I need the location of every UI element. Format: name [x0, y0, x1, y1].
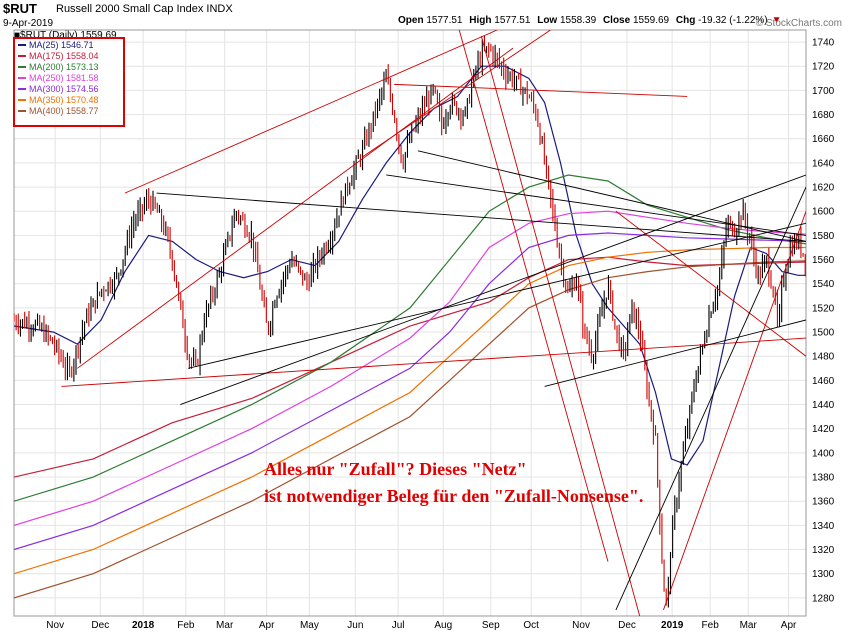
x-tick-label: 2019 [661, 620, 684, 631]
y-tick-label: 1500 [812, 328, 835, 339]
trendline [77, 47, 514, 369]
plot-border [13, 29, 807, 617]
legend-item: MA(300) 1574.56 [18, 83, 123, 94]
legend-swatch [18, 43, 26, 46]
chart-date: 9-Apr-2019 [3, 18, 54, 29]
plot-area [14, 30, 806, 616]
x-tick-label: Dec [618, 620, 636, 631]
y-tick-label: 1640 [812, 158, 835, 169]
x-tick-label: Nov [572, 620, 590, 631]
trendline [544, 319, 806, 387]
x-tick-label: May [300, 620, 319, 631]
y-tick-label: 1600 [812, 207, 835, 218]
ma-line-ma350 [14, 246, 806, 575]
y-tick-label: 1620 [812, 183, 835, 194]
x-tick-label: Jul [392, 620, 405, 631]
legend-label: MA(250) 1581.58 [29, 72, 99, 83]
legend-label: MA(200) 1573.13 [29, 61, 99, 72]
x-tick-label: Feb [177, 620, 195, 631]
trendline [480, 35, 641, 616]
legend-label: MA(350) 1570.48 [29, 94, 99, 105]
chart-header: $RUT Russell 2000 Small Cap Index INDX 9… [0, 0, 850, 30]
y-tick-label: 1560 [812, 255, 835, 266]
x-tick-label: Apr [259, 620, 275, 631]
x-tick-label: Nov [46, 620, 64, 631]
ma-line-ma200 [14, 174, 806, 502]
legend-label: MA(25) 1546.71 [29, 39, 94, 50]
legend-swatch [18, 87, 26, 90]
x-tick-label: Jun [347, 620, 363, 631]
legend-item: MA(250) 1581.58 [18, 72, 123, 83]
x-tick-label: Mar [216, 620, 234, 631]
legend-swatch [18, 76, 26, 79]
x-tick-label: Dec [91, 620, 109, 631]
legend-item: MA(200) 1573.13 [18, 61, 123, 72]
y-tick-label: 1440 [812, 400, 835, 411]
x-tick-label: Feb [702, 620, 720, 631]
legend-label: MA(175) 1558.04 [29, 50, 99, 61]
y-tick-label: 1400 [812, 448, 835, 459]
legend-item: MA(175) 1558.04 [18, 50, 123, 61]
y-tick-label: 1720 [812, 62, 835, 73]
trendline [188, 222, 806, 369]
legend-swatch [18, 109, 26, 112]
trendline [61, 337, 806, 387]
y-tick-label: 1660 [812, 134, 835, 145]
trendline [394, 83, 688, 97]
y-tick-label: 1320 [812, 545, 835, 556]
legend-swatch [18, 54, 26, 57]
ohlc-summary: Open 1577.51 High 1577.51 Low 1558.39 Cl… [398, 15, 782, 26]
ma-line-ma250 [14, 210, 806, 526]
y-tick-label: 1380 [812, 473, 835, 484]
ma-line-ma300 [14, 232, 806, 551]
symbol: $RUT [3, 1, 37, 16]
daily-label: ■$RUT (Daily) 1559.69 [14, 30, 117, 41]
trendline [458, 30, 609, 562]
legend-swatch [18, 98, 26, 101]
y-tick-label: 1740 [812, 38, 835, 49]
y-tick-label: 1480 [812, 352, 835, 363]
legend-label: MA(400) 1558.77 [29, 105, 99, 116]
index-name: Russell 2000 Small Cap Index INDX [56, 3, 233, 15]
annotation-text: Alles nur "Zufall"? Dieses "Netz" ist no… [264, 459, 644, 506]
trendline [615, 186, 806, 611]
ma-line-ma400 [14, 260, 806, 599]
y-tick-label: 1340 [812, 521, 835, 532]
y-tick-label: 1540 [812, 279, 835, 290]
trendline [615, 210, 806, 357]
down-arrow-icon: ▼ [771, 15, 782, 26]
legend-label: MA(300) 1574.56 [29, 83, 99, 94]
trendline [124, 30, 498, 194]
y-tick-label: 1580 [812, 231, 835, 242]
x-tick-label: Aug [434, 620, 452, 631]
y-tick-label: 1360 [812, 497, 835, 508]
trendline [180, 174, 806, 405]
y-tick-label: 1280 [812, 593, 835, 604]
trendline [417, 150, 806, 242]
x-tick-label: Oct [523, 620, 539, 631]
y-tick-label: 1700 [812, 86, 835, 97]
legend-item: MA(350) 1570.48 [18, 94, 123, 105]
ma-legend: MA(25) 1546.71 MA(175) 1558.04 MA(200) 157… [13, 37, 125, 127]
y-tick-label: 1420 [812, 424, 835, 435]
y-tick-label: 1300 [812, 569, 835, 580]
ma-line-ma175 [14, 256, 806, 478]
y-tick-label: 1680 [812, 110, 835, 121]
trendline [156, 192, 806, 242]
y-tick-label: 1460 [812, 376, 835, 387]
legend-swatch [18, 65, 26, 68]
x-tick-label: Mar [740, 620, 758, 631]
y-tick-label: 1520 [812, 303, 835, 314]
x-tick-label: Sep [482, 620, 500, 631]
legend-item: MA(25) 1546.71 [18, 39, 123, 50]
trendline [663, 211, 806, 611]
x-tick-label: Apr [781, 620, 797, 631]
brand-watermark: © StockCharts.com [755, 18, 842, 29]
x-tick-label: 2018 [132, 620, 155, 631]
legend-item: MA(400) 1558.77 [18, 105, 123, 116]
